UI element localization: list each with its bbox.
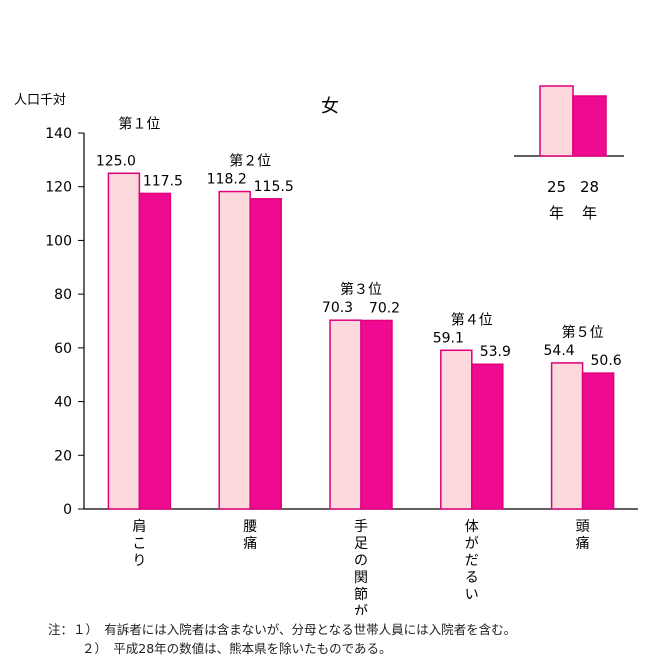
- y-tick-label: 20: [54, 448, 72, 464]
- category-char: い: [465, 587, 479, 603]
- bars: [107, 172, 615, 510]
- category-char: 関: [354, 570, 368, 586]
- y-tick-label: 140: [45, 126, 72, 142]
- category-char: 痛: [576, 535, 590, 552]
- category-char: 痛: [243, 535, 257, 552]
- bar-s2: [471, 363, 504, 510]
- rank-label: 第５位: [562, 324, 604, 341]
- data-label: 118.2: [207, 172, 247, 188]
- data-label: 115.5: [254, 179, 294, 195]
- footnote-1: 注：１） 有訴者には入院者は含まないが、分母となる世帯人員には入院者を含む。: [48, 622, 517, 637]
- y-tick-label: 100: [45, 233, 72, 249]
- legend-label-number: 25: [547, 178, 566, 196]
- footnotes: 注：１） 有訴者には入院者は含まないが、分母となる世帯人員には入院者を含む。 ２…: [48, 620, 516, 658]
- category-labels: 第１位肩こり第２位腰痛第３位手足の関節が痛む第４位体がだるい第５位頭痛: [118, 115, 603, 615]
- category-char: 頭: [576, 519, 590, 535]
- bar-chart: 0 20 40 60 80 100 120 140 125.0 117.5 118.2 115.5 7…: [14, 85, 638, 615]
- legend-swatch: [539, 85, 574, 157]
- legend: 25 年 28 年: [514, 85, 624, 222]
- y-tick-label: 0: [63, 502, 72, 518]
- bar-s2: [249, 198, 282, 510]
- data-label: 53.9: [480, 344, 511, 360]
- bar-s1: [107, 172, 141, 510]
- data-label: 125.0: [96, 153, 136, 169]
- bar-s1: [440, 349, 473, 510]
- category-char: る: [465, 570, 479, 586]
- y-axis-label: 人口千対: [14, 93, 66, 108]
- category-char: こ: [132, 536, 146, 552]
- bar-s1: [550, 362, 584, 510]
- legend-label-unit: 年: [582, 204, 597, 222]
- category-char: が: [354, 604, 368, 615]
- data-label: 50.6: [591, 353, 622, 369]
- rank-label: 第３位: [340, 281, 382, 298]
- category-char: が: [465, 536, 479, 552]
- bar-s1: [329, 319, 362, 510]
- y-tick-label: 80: [54, 287, 72, 303]
- data-label: 54.4: [544, 343, 575, 359]
- footnote-2: ２） 平成28年の数値は、熊本県を除いたものである。: [82, 641, 392, 656]
- bar-s1: [218, 190, 251, 510]
- category-char: 手: [354, 519, 368, 535]
- category-label: 肩こり: [132, 519, 146, 569]
- bar-s2: [360, 319, 393, 510]
- bar-s2: [138, 192, 172, 510]
- category-char: 足: [354, 536, 368, 552]
- legend-label: 25 年: [547, 178, 566, 222]
- category-label: 腰痛: [243, 519, 257, 552]
- y-tick-label: 120: [45, 180, 72, 196]
- category-label: 頭痛: [576, 519, 590, 552]
- category-char: だ: [465, 553, 479, 569]
- category-char: 節: [354, 586, 368, 603]
- bar-s2: [581, 372, 615, 510]
- legend-label-unit: 年: [549, 204, 564, 222]
- data-label: 59.1: [433, 330, 464, 346]
- chart-title: 女: [321, 96, 339, 117]
- category-char: 体: [465, 519, 479, 535]
- data-label: 70.2: [369, 300, 400, 316]
- rank-label: 第２位: [229, 153, 271, 170]
- legend-label: 28 年: [580, 178, 599, 222]
- rank-label: 第４位: [451, 311, 493, 328]
- data-labels: 125.0 117.5 118.2 115.5 70.3 70.2 59.1 53.9 54.4…: [96, 153, 622, 369]
- category-char: 肩: [132, 519, 146, 535]
- category-label: 手足の関節が痛む: [354, 519, 368, 615]
- y-tick-label: 40: [54, 395, 72, 411]
- legend-swatch: [572, 95, 607, 157]
- y-axis: 0 20 40 60 80 100 120 140: [45, 126, 638, 518]
- category-char: の: [354, 553, 368, 569]
- data-label: 117.5: [143, 173, 183, 189]
- category-char: り: [132, 553, 146, 569]
- category-char: 腰: [243, 519, 257, 535]
- data-label: 70.3: [322, 300, 353, 316]
- rank-label: 第１位: [118, 115, 160, 132]
- y-tick-label: 60: [54, 341, 72, 357]
- legend-label-number: 28: [580, 178, 599, 196]
